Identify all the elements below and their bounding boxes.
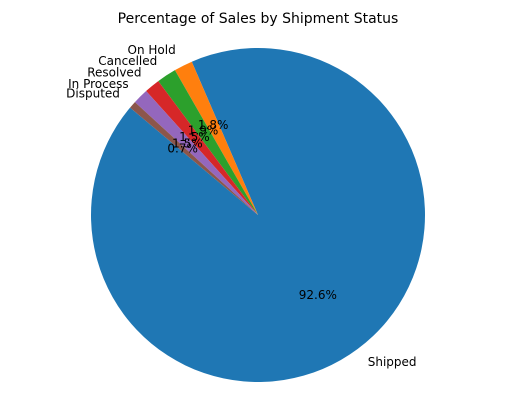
- slice-percent-disputed: 0.7%: [167, 141, 198, 155]
- pie-slice-shipped: [91, 47, 425, 383]
- slice-percent-shipped: 92.6%: [299, 288, 337, 302]
- slice-label-on-hold: On Hold: [128, 43, 176, 57]
- slice-percent-in-process: 1.5%: [172, 136, 203, 150]
- pie-slice-in-process: [134, 91, 258, 215]
- slice-label-cancelled: Cancelled: [98, 54, 157, 68]
- slice-label-disputed: Disputed: [66, 86, 120, 100]
- pie-slice-disputed: [130, 102, 258, 215]
- chart-title: Percentage of Sales by Shipment Status: [118, 11, 399, 27]
- pie-slice-on-hold: [174, 61, 258, 215]
- pie-slices: [91, 47, 425, 383]
- pie-slice-cancelled: [158, 70, 258, 215]
- slice-percent-resolved: 1.5%: [179, 130, 210, 144]
- slice-percent-cancelled: 1.9%: [188, 124, 219, 138]
- slice-label-resolved: Resolved: [87, 66, 141, 80]
- slice-percent-on-hold: 1.8%: [198, 118, 229, 132]
- pie-percent-labels: 92.6% 1.8%1.9%1.5%1.5%0.7%: [167, 118, 336, 302]
- pie-slice-resolved: [146, 81, 258, 215]
- slice-label-in-process: In Process: [68, 77, 128, 91]
- slice-label-shipped: Shipped: [368, 355, 417, 369]
